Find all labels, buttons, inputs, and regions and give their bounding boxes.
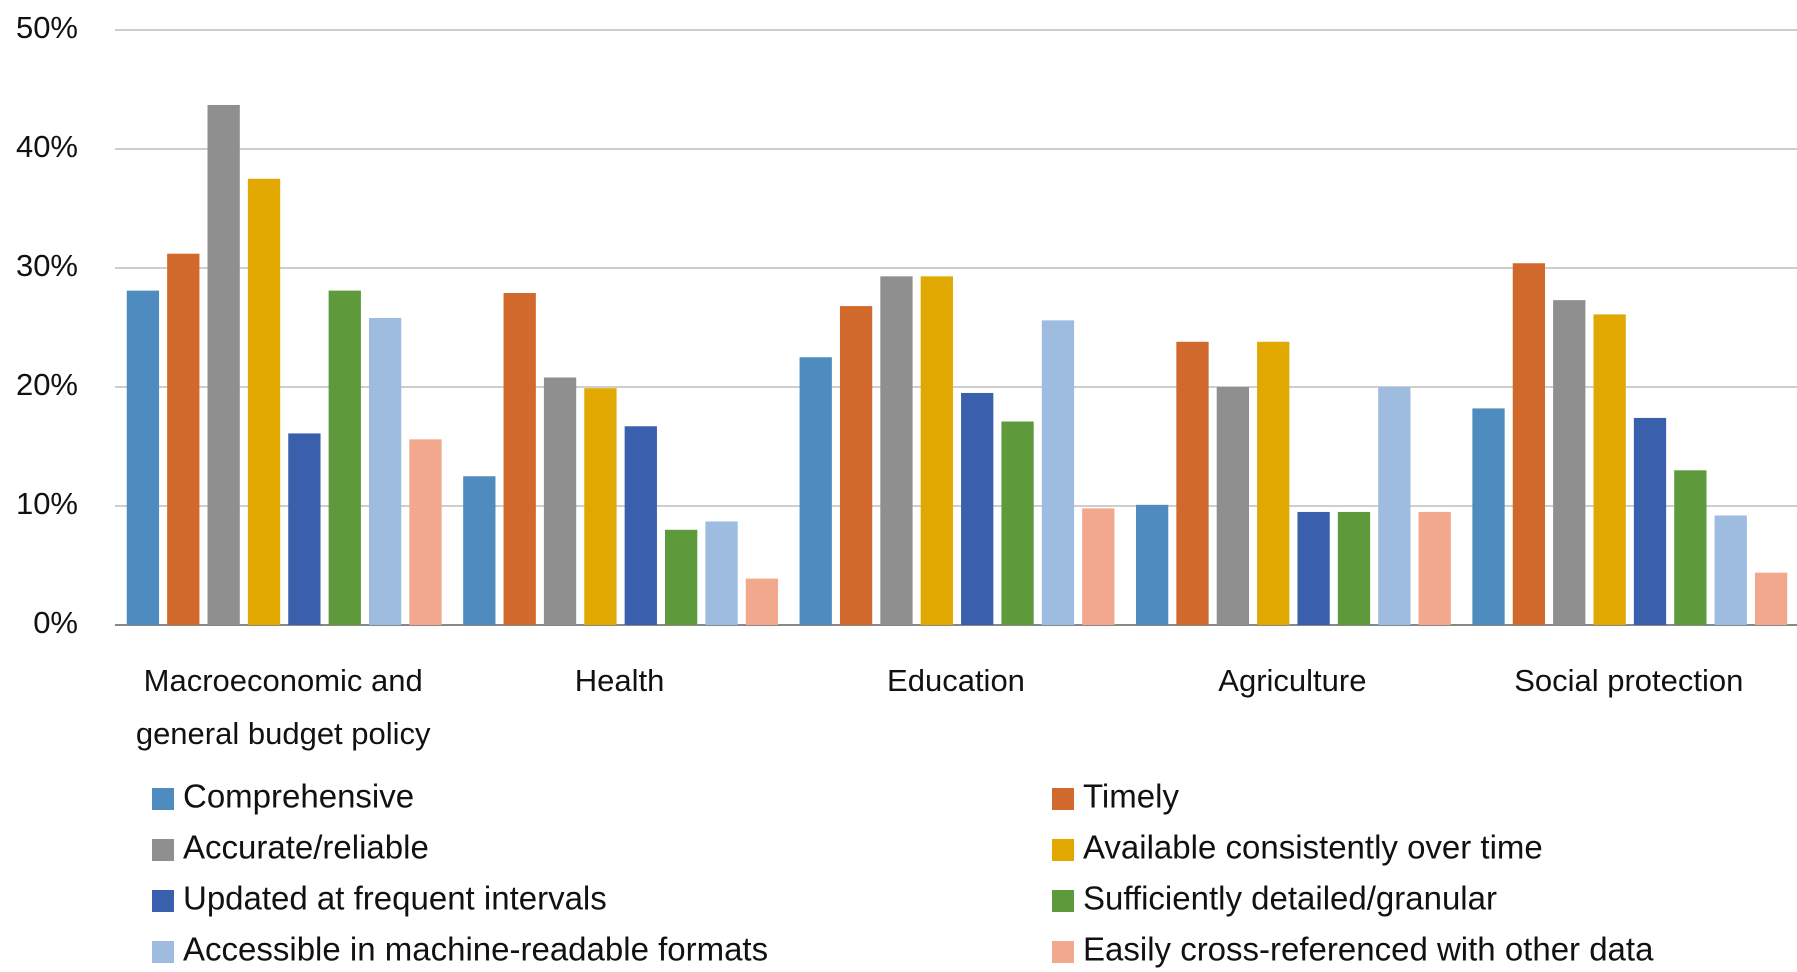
- bar: [961, 392, 994, 625]
- bar: [1041, 320, 1075, 625]
- legend-swatch: [152, 941, 174, 963]
- bar: [503, 292, 536, 625]
- bar: [1216, 387, 1250, 625]
- bar: [1135, 504, 1169, 625]
- bar: [207, 104, 240, 626]
- legend-swatch: [1052, 890, 1074, 912]
- legend-label: Comprehensive: [183, 778, 414, 815]
- legend-label: Timely: [1083, 778, 1179, 815]
- y-tick-label: 30%: [16, 248, 78, 283]
- bar: [1714, 515, 1747, 625]
- bar: [1378, 387, 1411, 625]
- bar: [167, 253, 200, 625]
- legend-swatch: [152, 788, 174, 810]
- bar: [839, 306, 873, 625]
- bar: [920, 276, 953, 625]
- x-tick-label: Education: [887, 663, 1025, 698]
- legend-label: Available consistently over time: [1083, 829, 1543, 866]
- x-tick-label: Macroeconomic and general budget policy: [135, 663, 431, 751]
- bar: [1257, 341, 1290, 625]
- bar: [247, 178, 281, 625]
- bar: [368, 317, 402, 625]
- bar: [328, 290, 361, 625]
- bar: [126, 290, 160, 625]
- bar: [1633, 417, 1667, 625]
- bar: [1472, 408, 1505, 625]
- legend-label: Sufficiently detailed/granular: [1083, 880, 1497, 917]
- y-tick-label: 20%: [16, 367, 78, 402]
- y-tick-label: 50%: [16, 10, 78, 45]
- y-tick-label: 10%: [16, 486, 78, 521]
- legend-swatch: [152, 839, 174, 861]
- bar: [799, 357, 832, 625]
- bar: [1593, 314, 1626, 625]
- legend-swatch: [152, 890, 174, 912]
- bar: [624, 426, 657, 625]
- legend-label: Accurate/reliable: [183, 829, 429, 866]
- x-tick-label: Social protection: [1514, 663, 1744, 698]
- bar: [543, 377, 577, 625]
- bar: [745, 578, 779, 625]
- bar: [409, 439, 442, 625]
- bar: [880, 276, 913, 625]
- bar: [1176, 341, 1209, 625]
- bar: [1553, 300, 1586, 625]
- legend-swatch: [1052, 788, 1074, 810]
- bar: [288, 433, 321, 625]
- legend-label: Updated at frequent intervals: [183, 880, 607, 917]
- bar: [705, 521, 738, 625]
- bar: [463, 476, 496, 625]
- x-tick-label: Health: [574, 663, 665, 698]
- legend-swatch: [1052, 941, 1074, 963]
- y-tick-label: 0%: [33, 605, 78, 640]
- bar: [1297, 511, 1330, 625]
- legend-swatch: [1052, 839, 1074, 861]
- bar: [665, 529, 698, 625]
- x-tick-label: Agriculture: [1218, 663, 1367, 698]
- bar: [1512, 263, 1546, 625]
- bar: [1001, 421, 1034, 625]
- bar: [1337, 511, 1371, 625]
- y-tick-label: 40%: [16, 129, 78, 164]
- bar: [1082, 508, 1115, 625]
- legend-label: Accessible in machine-readable formats: [183, 931, 768, 968]
- bar: [1754, 572, 1788, 625]
- bar: [1418, 511, 1451, 625]
- legend-label: Easily cross-referenced with other data: [1083, 931, 1654, 968]
- bar: [1674, 470, 1707, 625]
- bar: [584, 388, 617, 625]
